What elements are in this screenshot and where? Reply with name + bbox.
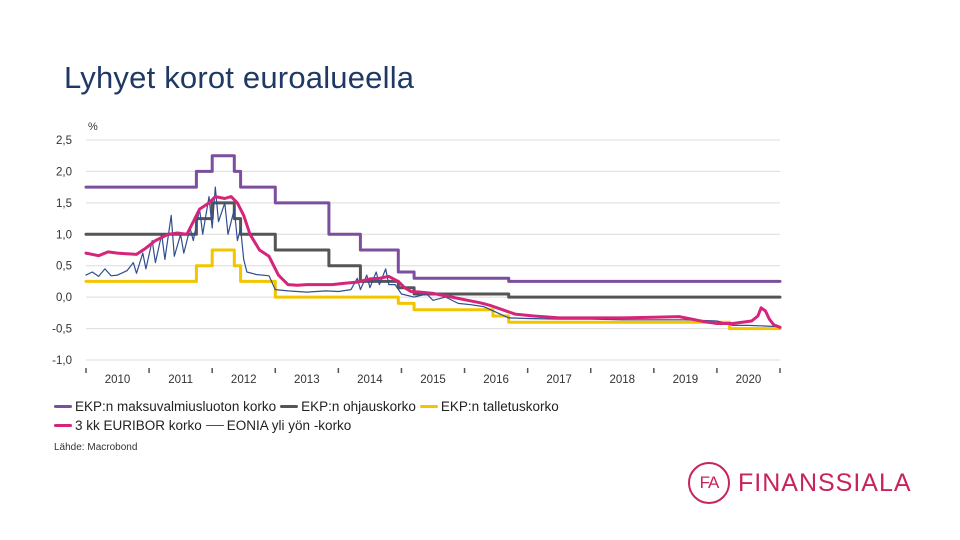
legend-item-main-rate: EKP:n ohjauskorko bbox=[280, 399, 416, 414]
slide-title: Lyhyet korot euroalueella bbox=[64, 60, 415, 95]
y-tick-label: 0,0 bbox=[56, 292, 72, 304]
legend-row-1: EKP:n maksuvalmiusluoton korko EKP:n ohj… bbox=[54, 397, 563, 416]
legend-label-main-rate: EKP:n ohjauskorko bbox=[301, 399, 416, 414]
x-tick-label: 2020 bbox=[736, 374, 762, 386]
y-tick-label: -1,0 bbox=[52, 355, 72, 367]
source-note: Lähde: Macrobond bbox=[54, 442, 138, 453]
y-tick-label: -0,5 bbox=[52, 324, 72, 336]
legend-item-deposit-rate: EKP:n talletuskorko bbox=[419, 399, 559, 414]
legend-label-deposit-rate: EKP:n talletuskorko bbox=[440, 399, 559, 414]
legend-item-euribor: 3 kk EURIBOR korko bbox=[54, 418, 202, 433]
series-line bbox=[84, 154, 782, 283]
x-tick-label: 2013 bbox=[294, 374, 320, 386]
y-tick-label: 0,5 bbox=[56, 261, 72, 273]
series-line bbox=[84, 201, 782, 299]
x-tick-label: 2017 bbox=[546, 374, 572, 386]
legend-swatch-facility-rate bbox=[54, 405, 72, 408]
x-tick-label: 2014 bbox=[357, 374, 383, 386]
legend-row-2: 3 kk EURIBOR korko EONIA yli yön -korko bbox=[54, 416, 563, 435]
x-tick-label: 2015 bbox=[420, 374, 446, 386]
x-tick-label: 2011 bbox=[168, 374, 193, 386]
fa-logo-icon: FA bbox=[688, 462, 730, 504]
legend-item-eonia: EONIA yli yön -korko bbox=[205, 418, 352, 433]
y-tick-label: 1,5 bbox=[56, 198, 72, 210]
x-tick-label: 2012 bbox=[231, 374, 257, 386]
legend-swatch-euribor bbox=[54, 424, 72, 427]
series-line bbox=[85, 186, 781, 328]
finanssiala-logo: FA FINANSSIALA bbox=[688, 462, 912, 504]
y-tick-label: 1,0 bbox=[56, 229, 72, 241]
logo-wordmark: FINANSSIALA bbox=[738, 468, 912, 497]
y-axis-unit-label: % bbox=[88, 121, 98, 133]
chart-legend: EKP:n maksuvalmiusluoton korko EKP:n ohj… bbox=[54, 397, 563, 435]
x-tick-label: 2016 bbox=[483, 374, 509, 386]
legend-item-facility-rate: EKP:n maksuvalmiusluoton korko bbox=[54, 399, 276, 414]
legend-swatch-eonia bbox=[205, 424, 224, 427]
x-tick-label: 2019 bbox=[673, 374, 699, 386]
series-line bbox=[84, 195, 782, 329]
y-tick-label: 2,5 bbox=[56, 135, 72, 147]
legend-label-euribor: 3 kk EURIBOR korko bbox=[75, 418, 202, 433]
y-tick-label: 2,0 bbox=[56, 166, 72, 178]
legend-swatch-deposit-rate bbox=[419, 405, 438, 408]
legend-swatch-main-rate bbox=[280, 405, 299, 408]
x-tick-label: 2010 bbox=[105, 374, 131, 386]
legend-label-facility-rate: EKP:n maksuvalmiusluoton korko bbox=[75, 399, 277, 414]
x-tick-label: 2018 bbox=[609, 374, 635, 386]
legend-label-eonia: EONIA yli yön -korko bbox=[226, 418, 352, 433]
series-line bbox=[84, 248, 782, 331]
